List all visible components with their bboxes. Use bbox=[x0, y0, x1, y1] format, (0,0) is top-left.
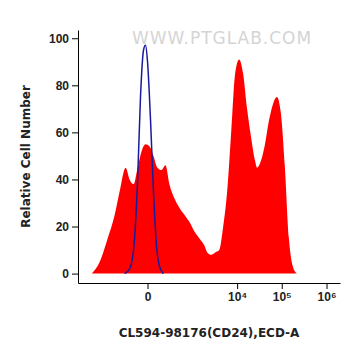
y-tick-label: 0 bbox=[62, 267, 69, 281]
x-tick: 10⁶ bbox=[318, 283, 337, 304]
y-tick-mark bbox=[72, 85, 78, 86]
y-axis-title: Relative Cell Number bbox=[19, 85, 33, 228]
y-tick-label: 80 bbox=[56, 79, 70, 93]
histogram-area bbox=[92, 59, 297, 273]
y-tick: 60 bbox=[56, 126, 78, 140]
x-tick: 10⁵ bbox=[273, 283, 292, 304]
plot-area bbox=[92, 45, 297, 273]
y-tick-mark bbox=[72, 38, 78, 39]
x-tick-mark bbox=[148, 283, 149, 289]
y-tick: 0 bbox=[62, 267, 78, 281]
y-tick-label: 60 bbox=[56, 126, 70, 140]
y-tick-label: 100 bbox=[49, 32, 69, 46]
y-tick: 100 bbox=[49, 32, 78, 46]
x-tick-label: 10⁵ bbox=[273, 290, 292, 304]
x-tick-label: 10⁴ bbox=[228, 290, 247, 304]
watermark: WWW.PTGLAB.COM bbox=[132, 28, 312, 48]
y-tick: 20 bbox=[56, 220, 78, 234]
y-axis-line bbox=[78, 31, 79, 284]
y-tick-mark bbox=[72, 227, 78, 228]
x-tick: 0 bbox=[145, 283, 152, 304]
y-tick: 80 bbox=[56, 79, 78, 93]
x-tick: 10⁴ bbox=[228, 283, 247, 304]
y-tick-mark bbox=[72, 132, 78, 133]
y-tick: 40 bbox=[56, 173, 78, 187]
x-tick-label: 10⁶ bbox=[318, 290, 337, 304]
x-tick-mark bbox=[282, 283, 283, 289]
y-tick-label: 20 bbox=[56, 220, 70, 234]
y-axis: 0 20 40 60 80 100 bbox=[49, 31, 79, 284]
x-axis-line bbox=[79, 283, 341, 284]
x-tick-label: 0 bbox=[145, 290, 152, 304]
y-tick-mark bbox=[72, 274, 78, 275]
x-tick-mark bbox=[237, 283, 238, 289]
y-tick-label: 40 bbox=[56, 173, 70, 187]
chart: WWW.PTGLAB.COM 0 10⁴ 10⁵ 10⁶ 0 20 40 60 80 100 CL59… bbox=[0, 0, 361, 361]
y-tick-mark bbox=[72, 179, 78, 180]
x-axis-title: CL594-98176(CD24),ECD-A bbox=[119, 326, 300, 340]
x-tick-mark bbox=[327, 283, 328, 289]
x-axis: 0 10⁴ 10⁵ 10⁶ bbox=[79, 283, 341, 304]
histogram-line bbox=[125, 45, 164, 273]
